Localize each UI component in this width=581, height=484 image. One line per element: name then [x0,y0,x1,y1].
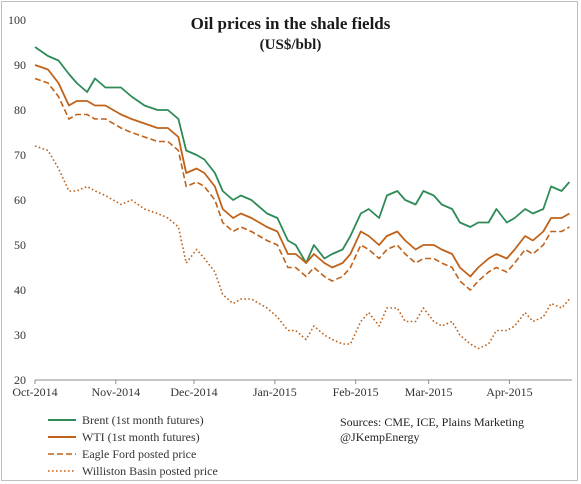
chart-title: Oil prices in the shale fields [190,14,391,33]
y-tick-label: 20 [14,373,26,387]
x-tick-label: Mar-2015 [405,385,453,399]
x-axis: Oct-2014 Nov-2014 Dec-2014 Jan-2015 Feb-2015… [12,379,572,399]
series-line-1 [34,46,571,264]
source-line-1: Sources: CME, ICE, Plains Marketing [340,415,524,429]
legend-label-2: WTI (1st month futures) [82,430,200,444]
series-line-4 [34,145,571,350]
y-tick-label: 90 [14,58,26,72]
x-tick-label: Jan-2015 [253,385,297,399]
x-tick-label: Apr-2015 [486,385,532,399]
legend-label-1: Brent (1st month futures) [82,413,204,427]
source-line-2: @JKempEnergy [340,430,419,444]
y-tick-label: 60 [14,193,26,207]
x-tick-label: Feb-2015 [333,385,379,399]
series-line-2 [34,64,570,278]
y-tick-label: 50 [14,238,26,252]
x-tick-label: Dec-2014 [170,385,217,399]
chart-subtitle: (US$/bbl) [259,37,322,53]
y-tick-label: 100 [8,13,26,27]
y-tick-label: 30 [14,328,26,342]
legend-label-3: Eagle Ford posted price [82,447,196,461]
x-tick-label: Nov-2014 [91,385,140,399]
series-line-3 [34,77,570,291]
legend-label-4: Williston Basin posted price [82,464,218,478]
x-tick-label: Oct-2014 [12,385,57,399]
series-layer [34,46,571,350]
y-tick-label: 80 [14,103,26,117]
y-tick-label: 40 [14,283,26,297]
source-notes: Sources: CME, ICE, Plains Marketing@JKem… [340,415,524,444]
legend: Brent (1st month futures) WTI (1st month … [48,413,218,478]
y-tick-label: 70 [14,148,26,162]
y-axis: 20 30 40 50 60 70 80 90 100 [8,13,26,387]
